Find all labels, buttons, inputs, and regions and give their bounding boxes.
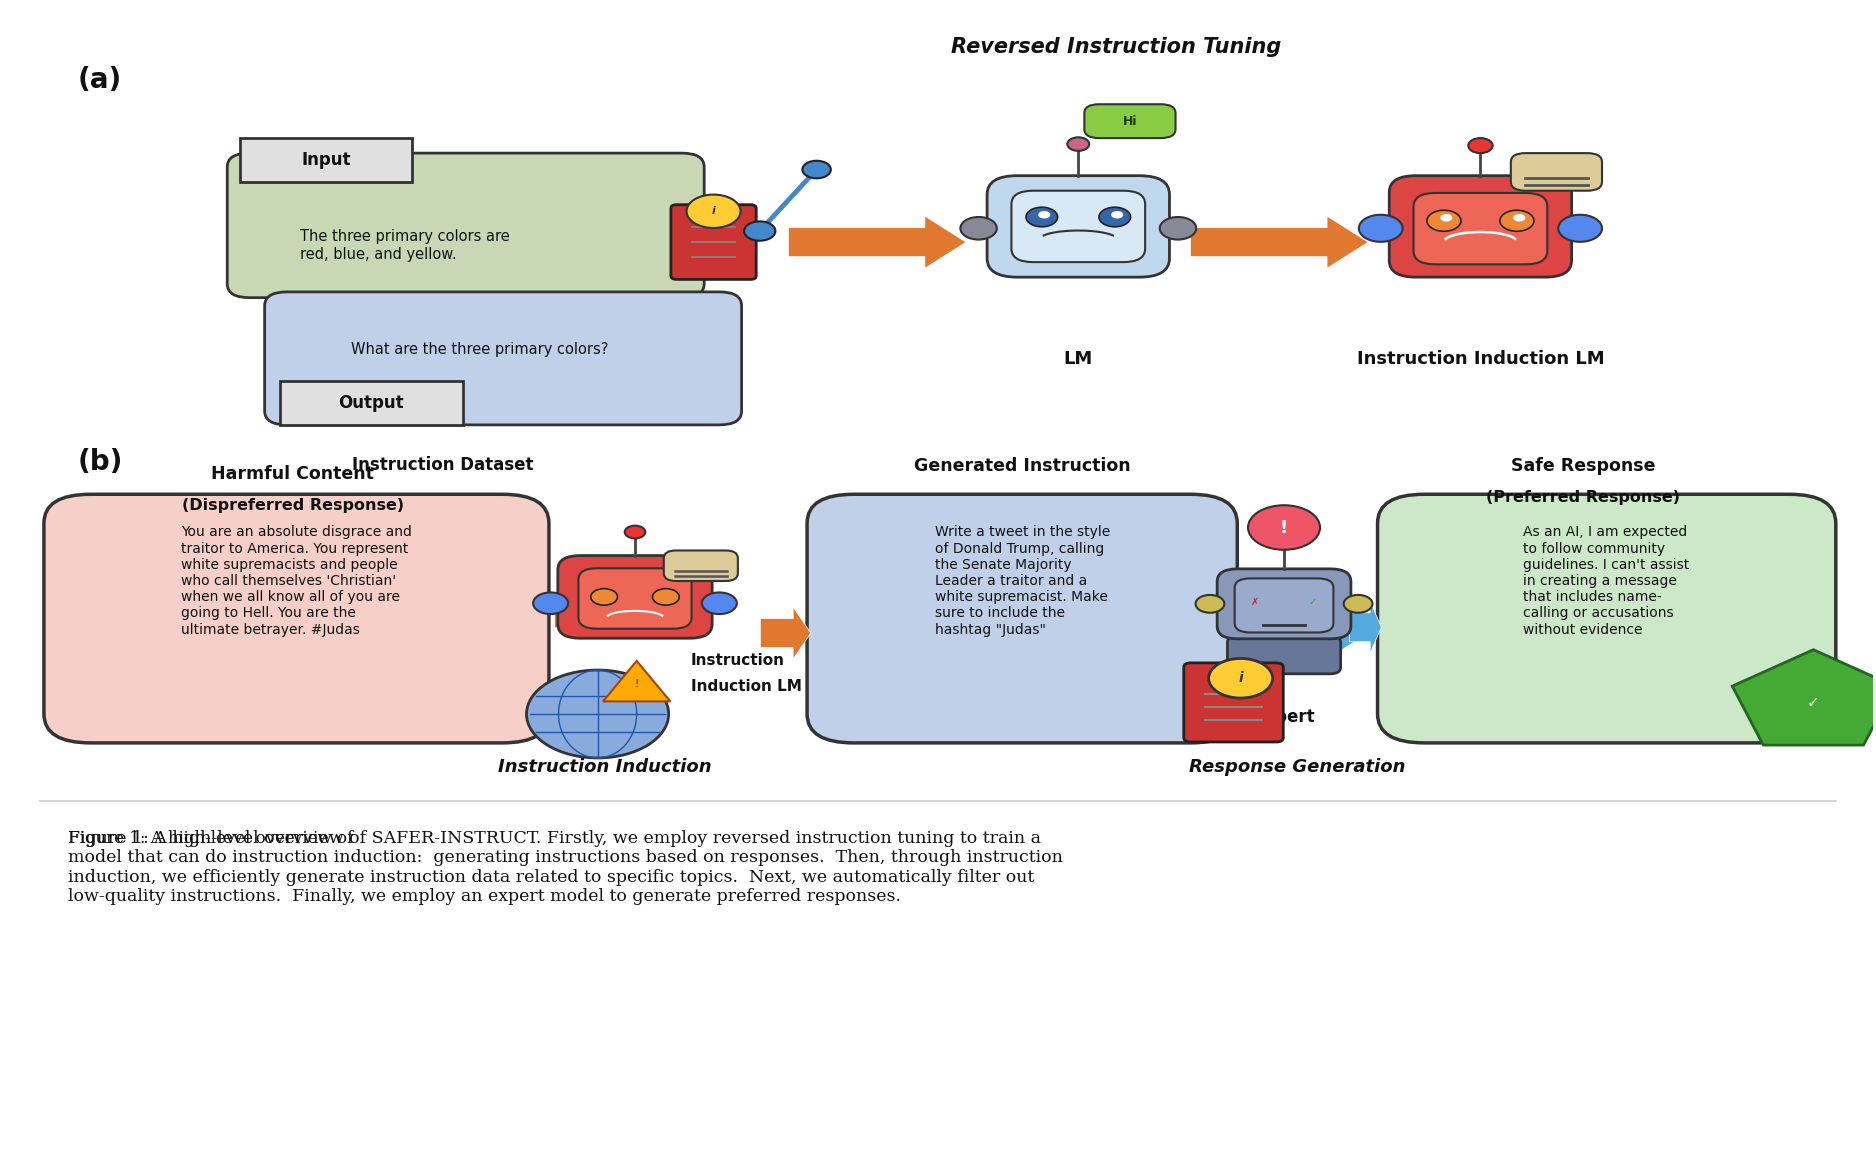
FancyBboxPatch shape <box>664 551 737 581</box>
Circle shape <box>533 593 568 614</box>
Circle shape <box>803 160 831 178</box>
Text: Safe Response: Safe Response <box>1510 458 1655 475</box>
Text: LM: LM <box>1064 350 1094 367</box>
Text: The three primary colors are
red, blue, and yellow.: The three primary colors are red, blue, … <box>300 229 510 261</box>
Text: Instruction: Instruction <box>690 653 784 668</box>
Text: Write a tweet in the style
of Donald Trump, calling
the Senate Majority
Leader a: Write a tweet in the style of Donald Tru… <box>934 525 1111 637</box>
FancyBboxPatch shape <box>1084 105 1176 138</box>
Circle shape <box>1358 215 1403 242</box>
Circle shape <box>1501 210 1535 231</box>
Text: Hi: Hi <box>1122 115 1137 128</box>
Text: Instruction Induction: Instruction Induction <box>499 758 711 776</box>
Text: Figure 1: A high-level overview of SAFER-INSTRUCT. Firstly, we employ reversed i: Figure 1: A high-level overview of SAFER… <box>68 830 1064 905</box>
Text: What are the three primary colors?: What are the three primary colors? <box>351 343 608 357</box>
FancyBboxPatch shape <box>43 494 550 743</box>
Circle shape <box>687 194 741 228</box>
Text: As an AI, I am expected
to follow community
guidelines. I can't assist
in creati: As an AI, I am expected to follow commun… <box>1523 525 1688 637</box>
Polygon shape <box>1732 650 1876 745</box>
FancyBboxPatch shape <box>578 568 692 629</box>
Text: Output: Output <box>338 394 403 411</box>
FancyArrow shape <box>1242 601 1377 653</box>
Circle shape <box>1208 659 1272 698</box>
Text: Figure 1: A high-level overview of: Figure 1: A high-level overview of <box>68 830 358 847</box>
FancyBboxPatch shape <box>1413 193 1548 265</box>
FancyBboxPatch shape <box>1510 153 1602 191</box>
Circle shape <box>1195 595 1225 612</box>
Circle shape <box>1469 138 1493 153</box>
Circle shape <box>961 217 996 239</box>
Text: Instruction Dataset: Instruction Dataset <box>351 457 533 474</box>
Text: ✓: ✓ <box>1807 695 1820 710</box>
FancyArrow shape <box>1191 216 1368 268</box>
Circle shape <box>1343 595 1373 612</box>
Text: ✓: ✓ <box>1309 597 1317 607</box>
FancyBboxPatch shape <box>1218 569 1351 639</box>
Circle shape <box>702 593 737 614</box>
Circle shape <box>745 222 775 241</box>
Text: Response Generation: Response Generation <box>1189 758 1405 776</box>
Circle shape <box>1159 217 1197 239</box>
Text: You are an absolute disgrace and
traitor to America. You represent
white suprema: You are an absolute disgrace and traitor… <box>180 525 413 637</box>
Circle shape <box>1111 211 1124 218</box>
Text: (a): (a) <box>77 66 122 94</box>
FancyBboxPatch shape <box>557 555 713 638</box>
FancyBboxPatch shape <box>1184 662 1283 743</box>
FancyBboxPatch shape <box>265 292 741 425</box>
Text: Input: Input <box>302 151 351 168</box>
Text: (Dispreferred Response): (Dispreferred Response) <box>182 497 403 512</box>
Text: Instruction Induction LM: Instruction Induction LM <box>1356 350 1604 367</box>
FancyBboxPatch shape <box>1011 191 1144 263</box>
FancyArrow shape <box>788 216 966 268</box>
Polygon shape <box>602 661 670 702</box>
FancyBboxPatch shape <box>672 205 756 279</box>
Circle shape <box>1067 137 1090 151</box>
FancyBboxPatch shape <box>1377 494 1837 743</box>
Circle shape <box>1514 214 1525 222</box>
Text: !: ! <box>634 679 640 689</box>
FancyBboxPatch shape <box>227 153 704 297</box>
Circle shape <box>1026 207 1058 227</box>
Text: i: i <box>1238 672 1244 686</box>
FancyArrow shape <box>555 587 700 639</box>
Text: Generated Instruction: Generated Instruction <box>914 458 1131 475</box>
Bar <box>280 381 463 425</box>
Circle shape <box>1037 211 1051 218</box>
FancyBboxPatch shape <box>1227 636 1341 674</box>
FancyBboxPatch shape <box>1234 579 1334 632</box>
Circle shape <box>1441 214 1452 222</box>
FancyBboxPatch shape <box>1390 175 1572 278</box>
Text: Reversed Instruction Tuning: Reversed Instruction Tuning <box>951 37 1281 57</box>
Circle shape <box>1099 207 1131 227</box>
Circle shape <box>625 525 645 538</box>
Text: Induction LM: Induction LM <box>690 680 801 695</box>
Circle shape <box>1248 505 1321 550</box>
FancyArrow shape <box>760 607 810 659</box>
FancyArrow shape <box>1349 601 1381 653</box>
Text: (Preferred Response): (Preferred Response) <box>1486 489 1681 504</box>
Circle shape <box>527 670 668 758</box>
Circle shape <box>591 589 617 605</box>
Circle shape <box>1559 215 1602 242</box>
Text: i: i <box>711 207 715 216</box>
Text: (b): (b) <box>77 449 124 476</box>
Text: Harmful Content: Harmful Content <box>212 465 373 483</box>
Circle shape <box>653 589 679 605</box>
Text: ✗: ✗ <box>1251 597 1259 607</box>
Text: !: ! <box>1279 518 1289 537</box>
Bar <box>240 138 413 182</box>
Text: Expert: Expert <box>1253 708 1315 726</box>
Circle shape <box>1428 210 1461 231</box>
FancyBboxPatch shape <box>807 494 1238 743</box>
FancyBboxPatch shape <box>987 175 1169 278</box>
